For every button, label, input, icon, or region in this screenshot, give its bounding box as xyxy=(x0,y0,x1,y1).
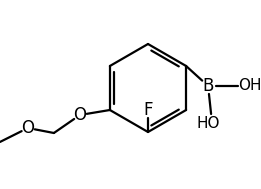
Text: O: O xyxy=(73,106,86,124)
Text: HO: HO xyxy=(196,116,220,131)
Text: O: O xyxy=(21,119,34,137)
Text: B: B xyxy=(203,77,214,95)
Text: F: F xyxy=(143,101,153,119)
Text: OH: OH xyxy=(238,78,261,94)
